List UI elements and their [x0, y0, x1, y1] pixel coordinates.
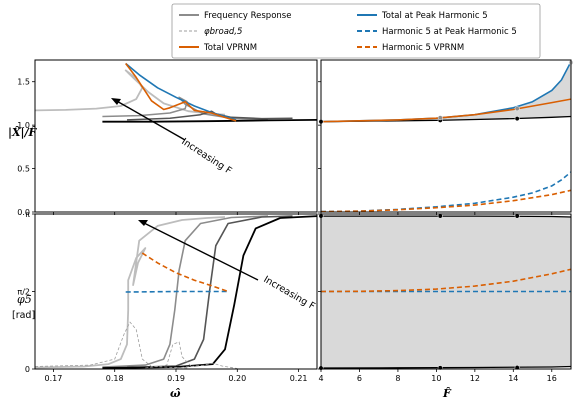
y-axis-label-bottom-phi: φ5: [17, 293, 32, 306]
data-point-marker: [514, 116, 520, 122]
panel-top-right: [318, 59, 574, 215]
legend-label-phi-broad: φbroad,5: [204, 27, 242, 37]
y-tick-label: π/2: [17, 287, 30, 296]
series-line-8: [141, 252, 229, 293]
x-tick-label: 6: [357, 374, 362, 383]
annotation-top-label: Increasing F: [179, 136, 233, 177]
data-point-marker: [514, 213, 520, 219]
x-tick-label: 16: [547, 374, 557, 383]
annotation-bottom-label: Increasing F: [262, 274, 317, 312]
x-tick-label: 0.18: [106, 374, 124, 383]
series-line-0: [35, 216, 226, 369]
y-tick-label: 0: [25, 365, 30, 374]
panel-bottom-left: 0.17 0.18 0.19 0.20 0.21 0 π/2 π: [17, 210, 318, 383]
series-line-blue_h5: [321, 171, 571, 212]
legend-label-total-vprnm: Total VPRNM: [203, 43, 257, 53]
series-line-3: [102, 215, 317, 369]
legend-box: [171, 3, 541, 59]
x-tick-label: 4: [318, 374, 323, 383]
y-tick-label: 1.0: [17, 121, 30, 130]
series-line-2: [126, 215, 293, 369]
axes-frame: [34, 59, 318, 213]
series-line-5: [145, 341, 192, 369]
series-line-high: [321, 215, 571, 218]
data-point-marker: [437, 115, 443, 121]
legend-label-h5-peak: Harmonic 5 at Peak Harmonic 5: [382, 27, 517, 37]
annotation-bottom-arrowhead: [138, 220, 148, 226]
legend-label-total-peak: Total at Peak Harmonic 5: [381, 11, 488, 21]
annotation-top-arrow: [114, 99, 186, 141]
series-line-7: [125, 290, 229, 293]
series-line-3: [102, 119, 317, 123]
y-tick-label: 1.5: [17, 78, 30, 87]
legend: Frequency Response Total at Peak Harmoni…: [171, 3, 541, 59]
x-axis-label-left: ω̂: [170, 387, 181, 400]
series-line-4: [35, 321, 189, 369]
panel-bottom-right: 4 6 8 10 12 14 16: [318, 213, 572, 383]
x-tick-label: 0.21: [290, 374, 308, 383]
x-tick-label: 0.19: [167, 374, 185, 383]
annotation-bottom-arrow: [141, 221, 259, 281]
series-line-orange_total: [321, 98, 571, 123]
series-line-low: [321, 365, 571, 369]
series-line-orange_h5: [321, 189, 571, 212]
x-tick-label: 12: [470, 374, 480, 383]
data-point-marker: [437, 213, 443, 219]
series-line-0: [35, 69, 226, 116]
x-tick-label: 0.17: [44, 374, 62, 383]
series-line-6: [175, 362, 238, 369]
y-tick-label: π: [25, 210, 30, 219]
series-line-4: [125, 62, 237, 121]
x-tick-label: 10: [431, 374, 441, 383]
y-tick-label: 0.5: [17, 165, 30, 174]
legend-label-freq: Frequency Response: [204, 11, 291, 21]
data-point-marker: [514, 106, 520, 112]
x-tick-label: 8: [395, 374, 400, 383]
series-line-1: [102, 96, 269, 121]
series-line-5: [125, 63, 237, 122]
legend-label-h5-vprnm: Harmonic 5 VPRNM: [382, 43, 464, 53]
y-tick-label: 0.0: [17, 208, 30, 217]
x-tick-label: 0.20: [228, 374, 246, 383]
x-axis-label-right: F̂: [442, 387, 452, 400]
y-axis-label-bottom-unit: [rad]: [12, 310, 35, 321]
axes-frame: [320, 59, 572, 213]
x-tick-label: 14: [508, 374, 518, 383]
annotation-top-arrowhead: [111, 98, 121, 105]
y-axis-label-top: |X̂|/F̂: [8, 126, 38, 139]
panel-top-left: 0.0 0.5 1.0 1.5: [17, 59, 318, 217]
fill-band: [321, 61, 571, 122]
series-line-orange_h5: [321, 268, 571, 293]
annotation-top: Increasing F: [111, 98, 234, 177]
series-line-1: [102, 215, 269, 368]
